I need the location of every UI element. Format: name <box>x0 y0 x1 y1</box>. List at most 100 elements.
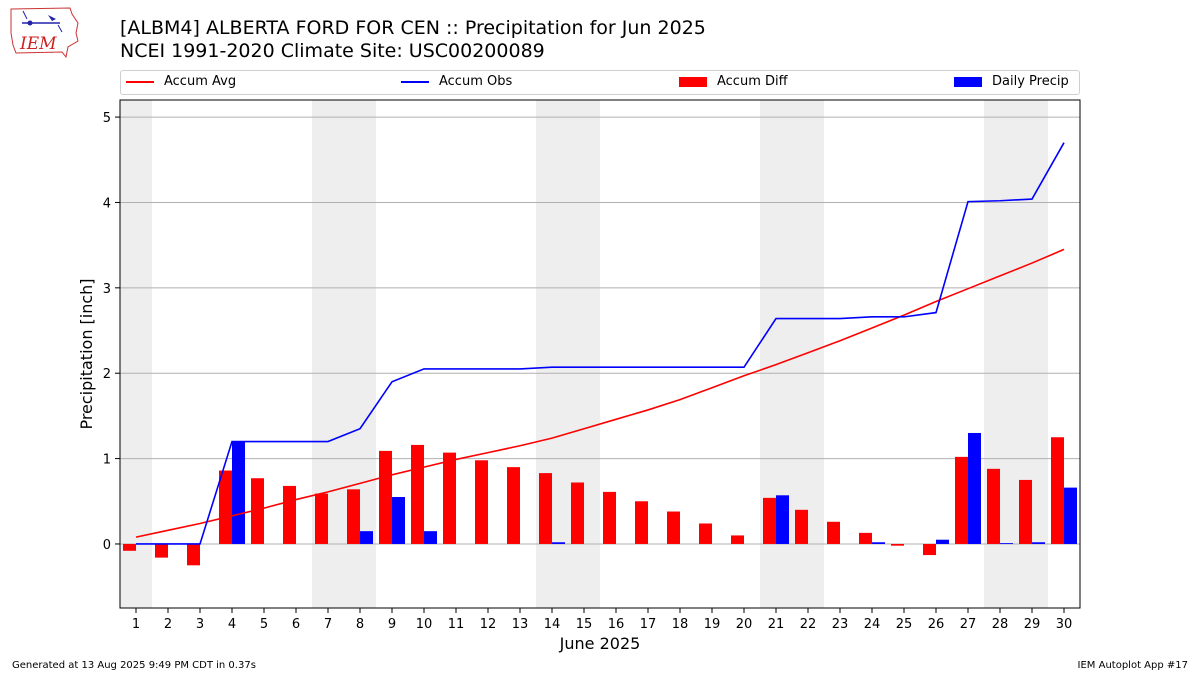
chart-legend: Accum Avg Accum Obs Accum Diff Daily Pre… <box>120 70 1080 95</box>
chart-title: [ALBM4] ALBERTA FORD FOR CEN :: Precipit… <box>120 17 706 39</box>
xtick-label-24: 24 <box>864 617 881 632</box>
bar-accum-diff-day-12 <box>475 460 488 544</box>
ytick-label-2: 2 <box>103 367 111 382</box>
legend-swatch-accum-obs <box>401 80 429 83</box>
bar-accum-diff-day-25 <box>891 543 904 546</box>
bar-accum-diff-day-19 <box>699 523 712 544</box>
generated-timestamp: Generated at 13 Aug 2025 9:49 PM CDT in … <box>12 660 256 671</box>
xtick-label-11: 11 <box>448 617 465 632</box>
xtick-label-15: 15 <box>576 617 593 632</box>
xtick-label-16: 16 <box>608 617 625 632</box>
weekend-shade-0 <box>120 100 152 608</box>
xtick-label-27: 27 <box>960 617 977 632</box>
xtick-label-2: 2 <box>164 617 172 632</box>
xtick-label-1: 1 <box>132 617 140 632</box>
bar-daily-precip-day-26 <box>936 539 949 544</box>
bar-daily-precip-day-21 <box>776 495 789 544</box>
bar-accum-diff-day-7 <box>315 493 328 544</box>
chart-subtitle: NCEI 1991-2020 Climate Site: USC00200089 <box>120 40 545 62</box>
ytick-label-4: 4 <box>103 196 111 211</box>
xtick-label-26: 26 <box>928 617 945 632</box>
bar-daily-precip-day-4 <box>232 441 245 544</box>
xtick-label-5: 5 <box>260 617 268 632</box>
bar-accum-diff-day-4 <box>219 470 232 544</box>
iowa-outline-icon <box>10 7 79 59</box>
xtick-label-13: 13 <box>512 617 529 632</box>
bar-accum-diff-day-10 <box>411 444 424 544</box>
bar-accum-diff-day-23 <box>827 521 840 544</box>
xtick-label-10: 10 <box>416 617 433 632</box>
ytick-label-3: 3 <box>103 282 111 297</box>
legend-swatch-daily-precip <box>954 76 982 87</box>
bar-daily-precip-day-8 <box>360 531 373 544</box>
xtick-label-14: 14 <box>544 617 561 632</box>
xtick-label-23: 23 <box>832 617 849 632</box>
xtick-label-3: 3 <box>196 617 204 632</box>
legend-item-accum-obs: Accum Obs <box>401 74 512 89</box>
legend-item-accum-avg: Accum Avg <box>126 74 236 89</box>
xtick-label-22: 22 <box>800 617 817 632</box>
legend-label-daily-precip: Daily Precip <box>992 74 1069 89</box>
xtick-label-29: 29 <box>1024 617 1041 632</box>
bar-accum-diff-day-1 <box>123 543 136 551</box>
bar-accum-diff-day-3 <box>187 543 200 566</box>
bar-accum-diff-day-13 <box>507 467 520 544</box>
bar-accum-diff-day-30 <box>1051 437 1064 544</box>
bar-accum-diff-day-26 <box>923 543 936 556</box>
ytick-label-1: 1 <box>103 453 111 468</box>
xtick-label-17: 17 <box>640 617 657 632</box>
line-accum-avg <box>135 248 1065 538</box>
legend-swatch-accum-diff <box>679 76 707 87</box>
xtick-label-9: 9 <box>388 617 396 632</box>
bar-daily-precip-day-28 <box>1000 543 1013 544</box>
xtick-label-28: 28 <box>992 617 1009 632</box>
xtick-label-18: 18 <box>672 617 689 632</box>
bar-accum-diff-day-16 <box>603 491 616 544</box>
autoplot-app-label: IEM Autoplot App #17 <box>1077 660 1188 671</box>
ytick-label-5: 5 <box>103 111 111 126</box>
bar-accum-diff-day-24 <box>859 532 872 544</box>
bar-accum-diff-day-22 <box>795 509 808 544</box>
bar-daily-precip-day-14 <box>552 542 565 544</box>
bar-daily-precip-day-9 <box>392 497 405 544</box>
bar-accum-diff-day-27 <box>955 456 968 544</box>
bar-accum-diff-day-20 <box>731 535 744 544</box>
ytick-label-0: 0 <box>103 538 111 553</box>
bar-accum-diff-day-15 <box>571 482 584 544</box>
bar-daily-precip-day-24 <box>872 542 885 544</box>
xtick-label-7: 7 <box>324 617 332 632</box>
bar-accum-diff-day-2 <box>155 543 168 558</box>
iem-logo-text: IEM <box>19 34 57 54</box>
bar-accum-diff-day-28 <box>987 468 1000 544</box>
xtick-label-21: 21 <box>768 617 785 632</box>
bar-accum-diff-day-14 <box>539 473 552 544</box>
bar-accum-diff-day-21 <box>763 497 776 544</box>
xtick-label-20: 20 <box>736 617 753 632</box>
bar-daily-precip-day-10 <box>424 531 437 544</box>
xtick-label-6: 6 <box>292 617 300 632</box>
bar-accum-diff-day-29 <box>1019 479 1032 544</box>
xtick-label-12: 12 <box>480 617 497 632</box>
bar-accum-diff-day-8 <box>347 489 360 544</box>
xtick-label-19: 19 <box>704 617 721 632</box>
bar-accum-diff-day-9 <box>379 450 392 544</box>
xtick-label-25: 25 <box>896 617 913 632</box>
legend-swatch-accum-avg <box>126 80 154 83</box>
bar-accum-diff-day-6 <box>283 485 296 544</box>
iem-logo: IEM <box>10 7 79 59</box>
plot-frame <box>119 99 1081 609</box>
bar-daily-precip-day-29 <box>1032 542 1045 544</box>
bar-daily-precip-day-30 <box>1064 487 1077 544</box>
bar-accum-diff-day-17 <box>635 501 648 544</box>
bar-accum-diff-day-11 <box>443 452 456 544</box>
legend-label-accum-avg: Accum Avg <box>164 74 237 89</box>
legend-label-accum-diff: Accum Diff <box>717 74 788 89</box>
x-axis-label: June 2025 <box>559 634 641 653</box>
xtick-label-4: 4 <box>228 617 236 632</box>
legend-item-daily-precip: Daily Precip <box>954 74 1069 89</box>
y-axis-label: Precipitation [inch] <box>77 278 96 429</box>
xtick-label-30: 30 <box>1056 617 1073 632</box>
bar-accum-diff-day-18 <box>667 511 680 544</box>
bar-accum-diff-day-5 <box>251 478 264 544</box>
